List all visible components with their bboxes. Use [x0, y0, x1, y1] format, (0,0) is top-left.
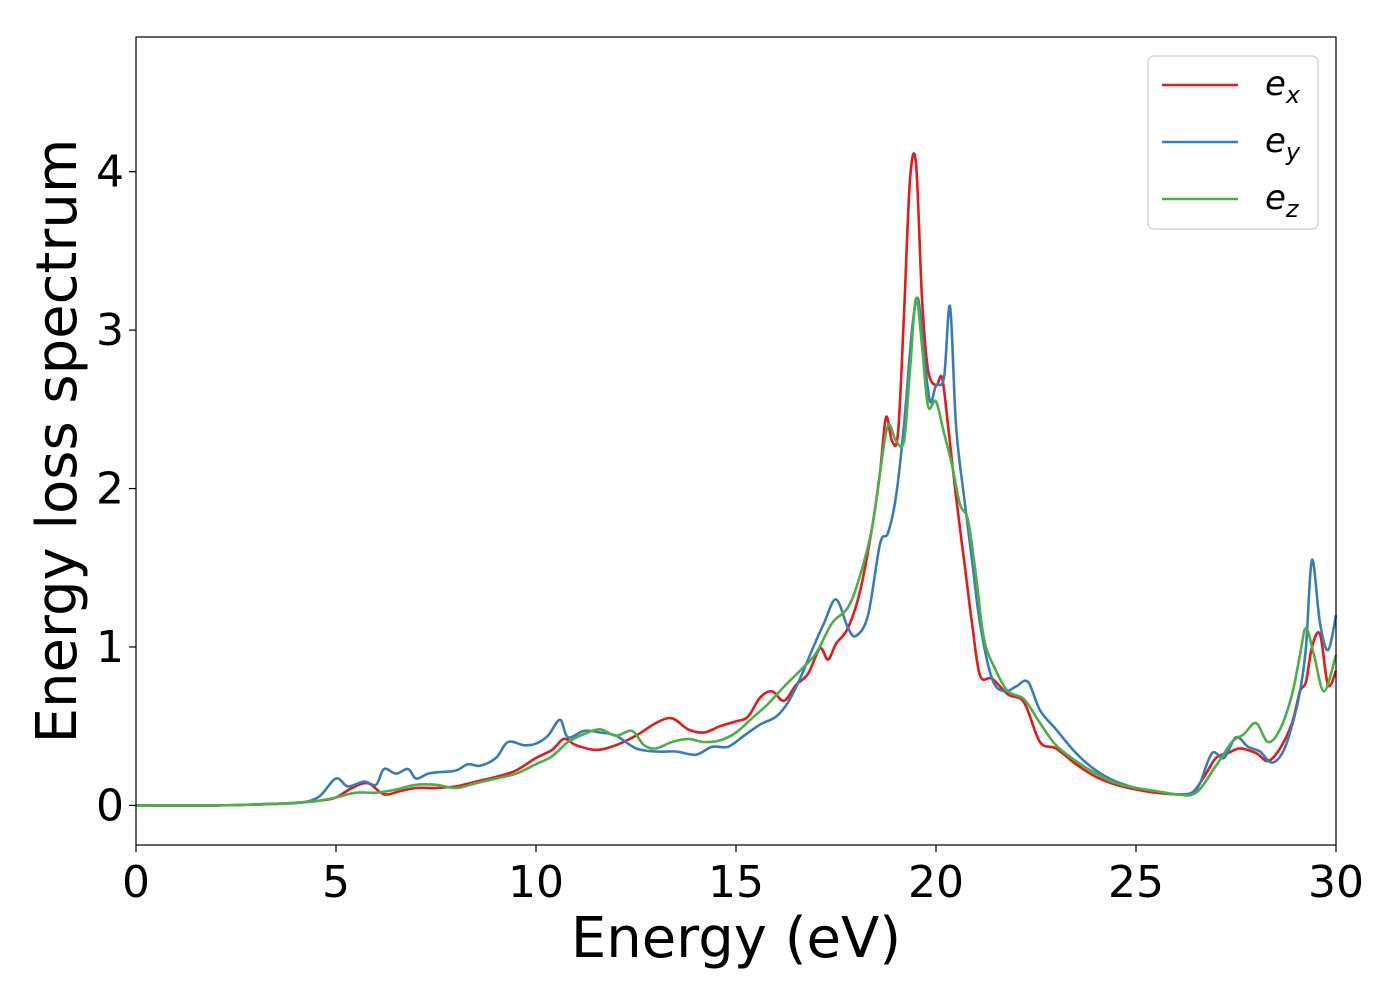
legend-label-subscript: x — [1285, 81, 1301, 109]
series-line-z — [135, 297, 1338, 807]
series-layer — [135, 152, 1338, 807]
y-axis-ticks: 0 1 2 3 4 — [96, 147, 136, 831]
x-tick-label: 0 — [122, 857, 150, 908]
y-tick-label: 0 — [96, 780, 124, 831]
x-tick-label: 20 — [908, 857, 964, 908]
legend-label-subscript: y — [1285, 138, 1301, 166]
y-tick-label: 1 — [96, 622, 124, 673]
x-tick-label: 30 — [1308, 857, 1364, 908]
legend-label-x: ex — [1265, 64, 1301, 109]
y-tick-label: 3 — [96, 305, 124, 356]
legend-label-subscript: z — [1285, 195, 1300, 223]
legend-label-y: ey — [1265, 121, 1301, 166]
x-tick-label: 10 — [508, 857, 564, 908]
series-line-y — [135, 296, 1338, 807]
y-tick-label: 2 — [96, 464, 124, 515]
x-axis-ticks: 0 5 10 15 20 25 30 — [122, 845, 1364, 908]
y-tick-label: 4 — [96, 147, 124, 198]
x-tick-label: 5 — [322, 857, 350, 908]
x-tick-label: 15 — [708, 857, 764, 908]
x-tick-label: 25 — [1108, 857, 1164, 908]
x-axis-title: Energy (eV) — [571, 906, 901, 971]
y-axis-title: Energy loss spectrum — [25, 139, 90, 744]
